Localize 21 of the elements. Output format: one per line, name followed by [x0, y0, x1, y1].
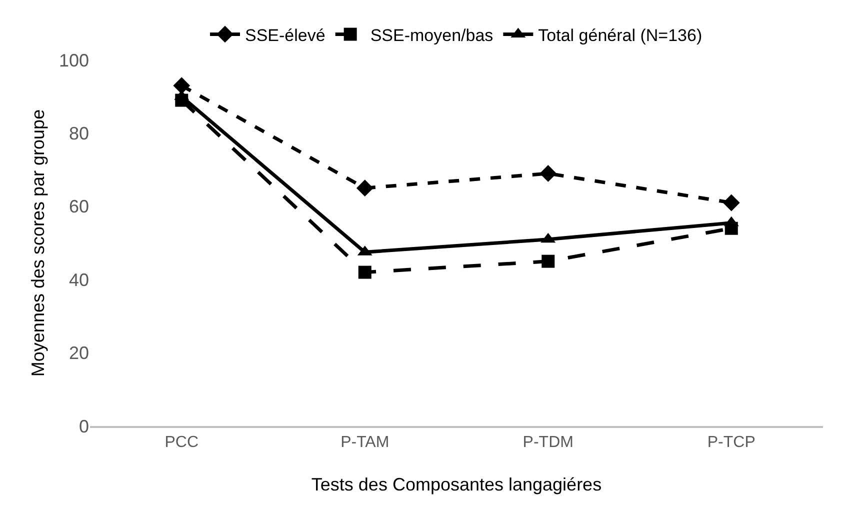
point: [722, 194, 740, 212]
point: [356, 180, 374, 197]
y-tick-label: 0: [78, 416, 89, 436]
x-tick-label: P-TAM: [340, 434, 390, 451]
x-tick-label: P-TCP: [707, 434, 756, 451]
point: [173, 77, 190, 94]
point: [358, 266, 372, 279]
x-tick-label: P-TDM: [522, 434, 574, 451]
y-axis-title: Moyennes des scores par groupe: [28, 109, 48, 377]
y-tick-label: 20: [68, 343, 89, 364]
y-tick-label: 60: [68, 196, 89, 217]
x-axis-title: Tests des Composantes langagiéres: [311, 474, 602, 494]
point: [542, 254, 555, 268]
y-tick-label: 100: [58, 50, 89, 70]
legend-label: SSE-moyen/bas: [370, 26, 494, 45]
point: [540, 165, 557, 182]
y-tick-label: 40: [68, 270, 89, 290]
y-tick-label: 80: [68, 124, 89, 144]
legend-label: SSE-élevé: [245, 26, 326, 45]
x-tick-label: PCC: [164, 434, 199, 451]
legend-label: Total général (N=136): [538, 26, 702, 45]
